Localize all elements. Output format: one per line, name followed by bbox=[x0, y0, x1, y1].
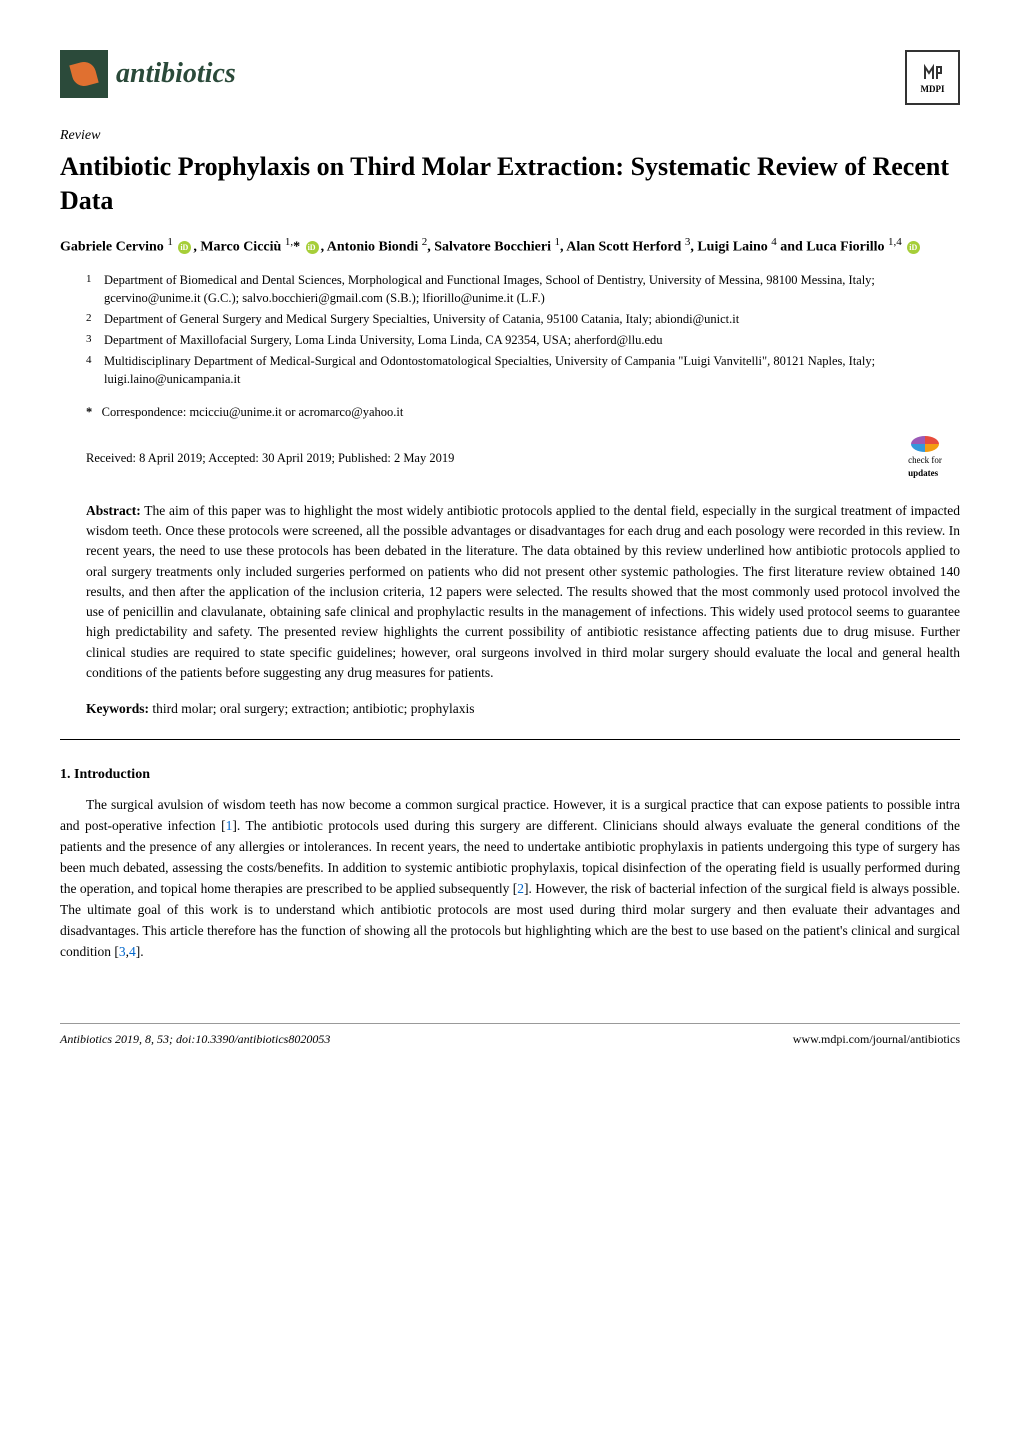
affil-number: 4 bbox=[86, 352, 104, 390]
section-divider bbox=[60, 739, 960, 740]
article-title: Antibiotic Prophylaxis on Third Molar Ex… bbox=[60, 150, 960, 218]
ref-link[interactable]: 2 bbox=[517, 881, 524, 896]
abstract-block: Abstract: The aim of this paper was to h… bbox=[60, 501, 960, 683]
affil-text: Department of General Surgery and Medica… bbox=[104, 310, 960, 329]
affiliations-block: 1Department of Biomedical and Dental Sci… bbox=[60, 271, 960, 390]
affil-number: 2 bbox=[86, 310, 104, 329]
mdpi-logo: MDPI bbox=[905, 50, 960, 105]
keywords-text: third molar; oral surgery; extraction; a… bbox=[152, 701, 474, 716]
orcid-icon[interactable] bbox=[907, 241, 920, 254]
footer-right[interactable]: www.mdpi.com/journal/antibiotics bbox=[793, 1030, 960, 1048]
mdpi-label: MDPI bbox=[921, 83, 945, 97]
keywords-block: Keywords: third molar; oral surgery; ext… bbox=[60, 699, 960, 719]
correspondence-text: Correspondence: mcicciu@unime.it or acro… bbox=[102, 405, 404, 419]
footer-citation: Antibiotics 2019, 8, 53; doi:10.3390/ant… bbox=[60, 1032, 330, 1046]
affil-number: 3 bbox=[86, 331, 104, 350]
affiliation-item: 3Department of Maxillofacial Surgery, Lo… bbox=[86, 331, 960, 350]
keywords-label: Keywords: bbox=[86, 701, 149, 716]
affil-number: 1 bbox=[86, 271, 104, 309]
check-updates-bold: updates bbox=[908, 468, 938, 478]
dates-row: Received: 8 April 2019; Accepted: 30 Apr… bbox=[60, 436, 960, 481]
abstract-label: Abstract: bbox=[86, 503, 141, 518]
check-updates-icon bbox=[911, 436, 939, 452]
dates-text: Received: 8 April 2019; Accepted: 30 Apr… bbox=[86, 449, 454, 468]
correspondence-line: * Correspondence: mcicciu@unime.it or ac… bbox=[60, 403, 960, 422]
affiliation-item: 1Department of Biomedical and Dental Sci… bbox=[86, 271, 960, 309]
header-row: antibiotics MDPI bbox=[60, 50, 960, 105]
mdpi-icon bbox=[921, 59, 945, 83]
ref-link[interactable]: 3 bbox=[119, 944, 126, 959]
affiliation-item: 4Multidisciplinary Department of Medical… bbox=[86, 352, 960, 390]
orcid-icon[interactable] bbox=[178, 241, 191, 254]
journal-name: antibiotics bbox=[116, 53, 236, 95]
ref-link[interactable]: 1 bbox=[226, 818, 233, 833]
article-type: Review bbox=[60, 125, 960, 146]
affil-text: Department of Maxillofacial Surgery, Lom… bbox=[104, 331, 960, 350]
orcid-icon[interactable] bbox=[306, 241, 319, 254]
section-1-body: The surgical avulsion of wisdom teeth ha… bbox=[60, 795, 960, 962]
leaf-icon bbox=[69, 59, 98, 88]
check-updates-label: check for bbox=[908, 455, 942, 465]
authors-line: Gabriele Cervino 1 , Marco Cicciù 1,* , … bbox=[60, 234, 960, 259]
affil-text: Department of Biomedical and Dental Scie… bbox=[104, 271, 960, 309]
ref-link[interactable]: 4 bbox=[129, 944, 136, 959]
footer-left: Antibiotics 2019, 8, 53; doi:10.3390/ant… bbox=[60, 1030, 330, 1048]
abstract-text: The aim of this paper was to highlight t… bbox=[86, 503, 960, 680]
page-footer: Antibiotics 2019, 8, 53; doi:10.3390/ant… bbox=[60, 1023, 960, 1048]
check-updates-badge[interactable]: check for updates bbox=[890, 436, 960, 481]
journal-logo-icon bbox=[60, 50, 108, 98]
affil-text: Multidisciplinary Department of Medical-… bbox=[104, 352, 960, 390]
affiliation-item: 2Department of General Surgery and Medic… bbox=[86, 310, 960, 329]
section-1-heading: 1. Introduction bbox=[60, 764, 960, 785]
journal-logo-block: antibiotics bbox=[60, 50, 236, 98]
